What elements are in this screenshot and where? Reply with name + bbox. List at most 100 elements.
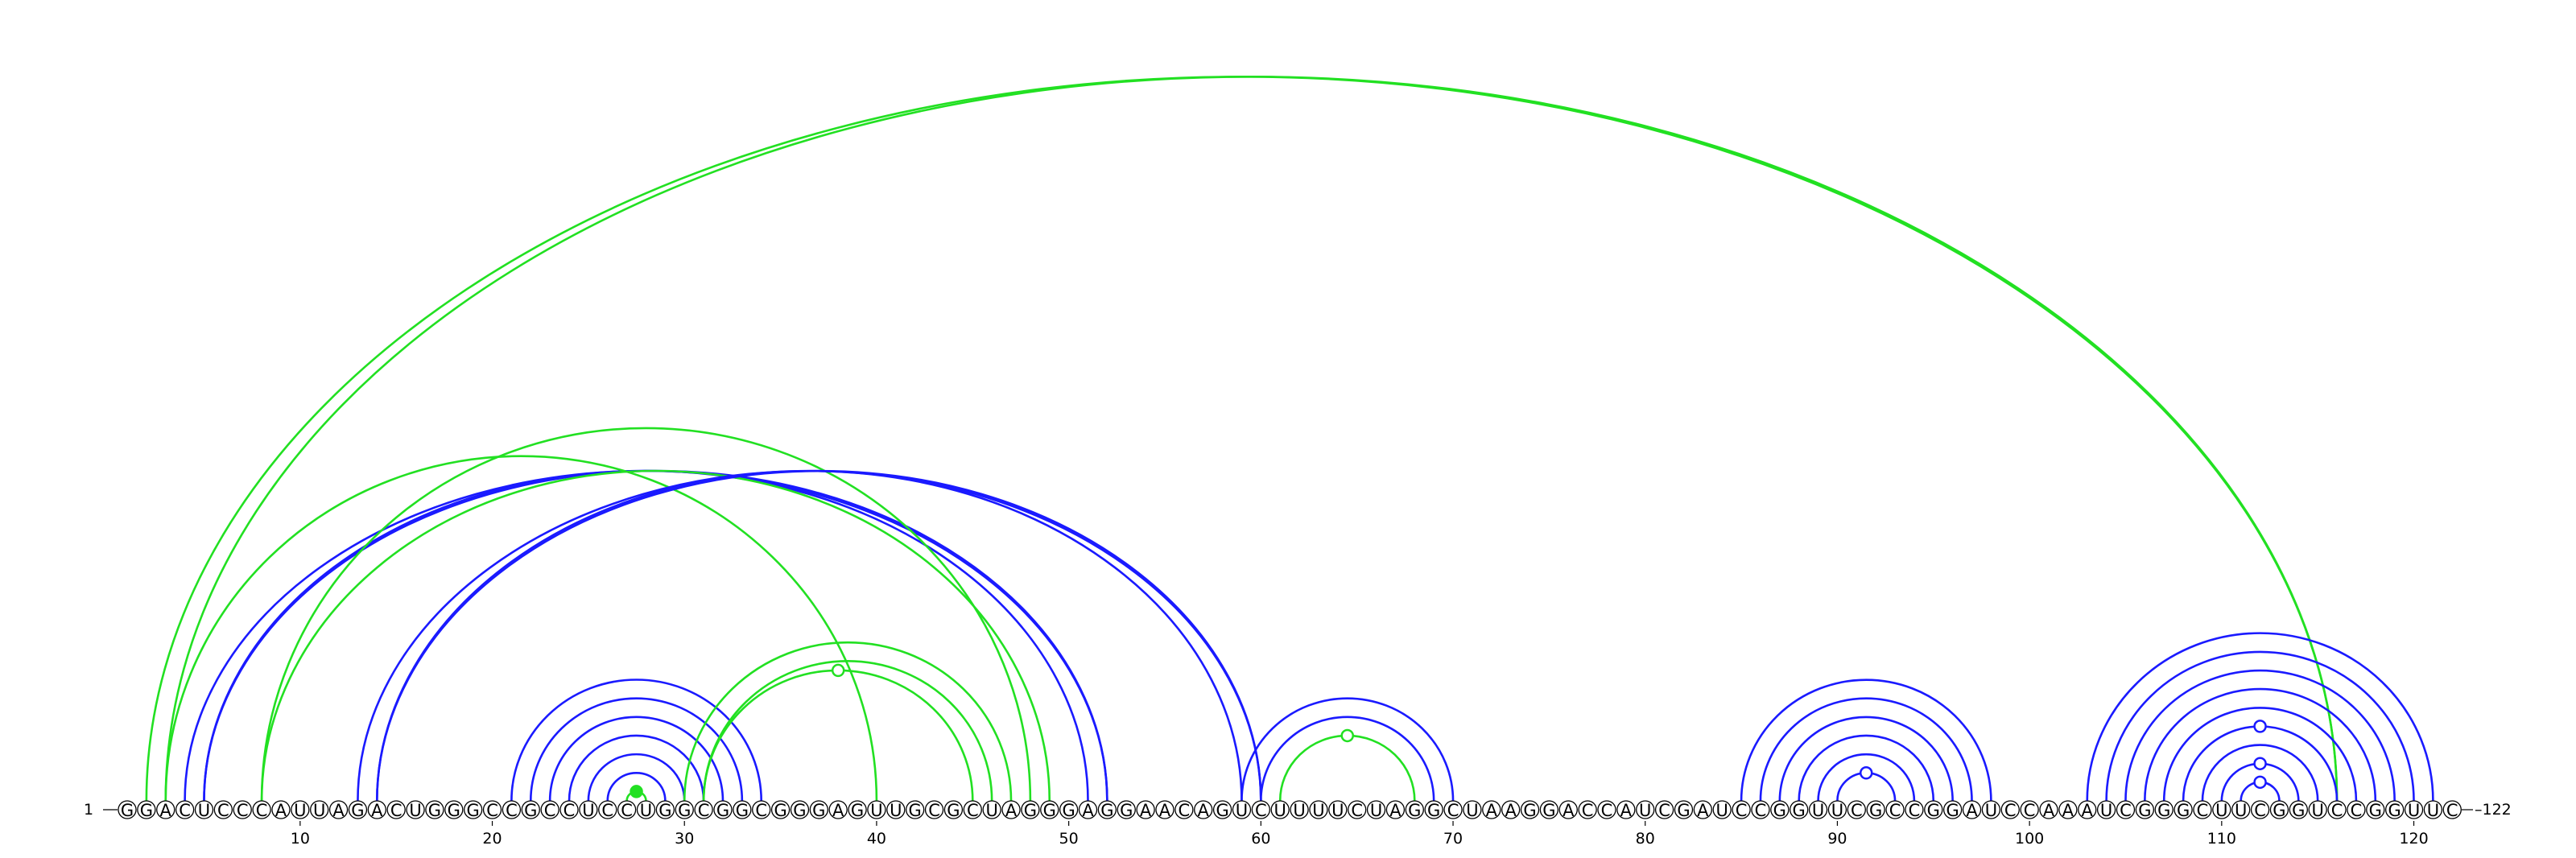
nucleotide-circle-80 — [1636, 800, 1655, 819]
arc-25-30 — [587, 753, 686, 802]
nucleotide-circle-11 — [310, 800, 329, 819]
nucleotide-label-64: U — [1331, 801, 1344, 820]
nucleotide-label-95: G — [1927, 801, 1940, 820]
nucleotide-label-111: U — [2235, 801, 2247, 820]
nucleotide-circle-13 — [348, 800, 368, 819]
nucleotide-label-37: G — [812, 801, 825, 820]
nucleotide-label-56: C — [1179, 801, 1191, 820]
nucleotide-circle-37 — [809, 800, 828, 819]
nucleotide-circle-24 — [559, 800, 579, 819]
nucleotide-label-71: U — [1466, 801, 1478, 820]
nucleotide-circle-87 — [1770, 800, 1790, 819]
nucleotide-label-36: G — [793, 801, 806, 820]
nucleotide-circle-96 — [1942, 800, 1963, 819]
nucleotide-label-91: C — [1851, 801, 1863, 820]
nucleotide-circle-109 — [2193, 800, 2212, 819]
nucleotide-circle-115 — [2308, 800, 2327, 819]
nucleotide-circle-60 — [1251, 800, 1270, 819]
nucleotide-label-107: G — [2157, 801, 2170, 820]
nucleotide-circle-20 — [482, 800, 502, 819]
nucleotide-label-120: U — [2408, 801, 2420, 820]
nucleotide-label-11: U — [313, 801, 325, 820]
nucleotide-label-93: C — [1889, 801, 1901, 820]
nucleotide-label-61: U — [1274, 801, 1286, 820]
nucleotide-label-41: U — [890, 801, 902, 820]
axis-tick-label-80: 80 — [1636, 830, 1655, 848]
nucleotide-circle-38 — [828, 800, 848, 819]
nucleotide-circle-76 — [1558, 800, 1578, 819]
nucleotide-label-17: G — [428, 801, 441, 820]
nucleotide-circle-85 — [1732, 800, 1751, 819]
nucleotide-circle-19 — [464, 800, 483, 819]
nucleotide-circle-14 — [367, 800, 386, 819]
nucleotide-label-76: A — [1563, 801, 1575, 820]
arc-26-29 — [606, 772, 667, 802]
nucleotide-circle-27 — [617, 800, 637, 819]
nucleotide-circle-61 — [1270, 800, 1290, 819]
nucleotide-circle-48 — [1021, 800, 1040, 819]
arc-87-96 — [1778, 716, 1954, 802]
nucleotide-circle-113 — [2269, 800, 2289, 819]
nucleotide-circle-75 — [1539, 800, 1559, 819]
arc-105-119 — [2124, 669, 2396, 802]
nucleotide-circle-93 — [1885, 800, 1905, 819]
nucleotide-label-21: C — [506, 801, 518, 820]
nucleotide-label-103: A — [2082, 801, 2094, 820]
nucleotide-label-118: G — [2369, 801, 2382, 820]
nucleotide-circle-120 — [2404, 800, 2424, 819]
nucleotide-circle-122 — [2442, 800, 2462, 819]
arc-24-31 — [568, 734, 705, 802]
nucleotide-label-30: G — [678, 801, 691, 820]
nucleotide-circle-6 — [213, 800, 233, 819]
nucleotide-label-10: U — [294, 801, 306, 820]
nucleotide-label-101: A — [2043, 801, 2055, 820]
nucleotide-circle-97 — [1962, 800, 1982, 819]
nucleotide-circle-82 — [1674, 800, 1694, 819]
nucleotide-label-98: U — [1985, 801, 1997, 820]
nucleotide-circle-102 — [2058, 800, 2078, 819]
nucleotide-label-1: G — [121, 801, 134, 820]
nucleotide-label-69: G — [1427, 801, 1440, 820]
nucleotide-circle-5 — [194, 800, 214, 819]
nucleotide-circle-18 — [444, 800, 464, 819]
nucleotide-circle-32 — [713, 800, 733, 819]
nucleotide-label-72: A — [1486, 801, 1498, 820]
nucleotide-circle-78 — [1597, 800, 1616, 819]
nucleotide-circle-49 — [1040, 800, 1059, 819]
axis-tick-label-110: 110 — [2207, 830, 2236, 848]
nucleotide-label-47: A — [1005, 801, 1018, 820]
nucleotide-circle-40 — [867, 800, 886, 819]
arc-3-116 — [166, 76, 2337, 801]
nucleotide-circle-98 — [1981, 800, 2001, 819]
nucleotide-label-28: U — [640, 801, 652, 820]
nucleotide-label-77: C — [1582, 801, 1594, 820]
nucleotide-circle-77 — [1578, 800, 1597, 819]
nucleotide-label-110: U — [2215, 801, 2227, 820]
nucleotide-label-89: U — [1812, 801, 1824, 820]
arc-61-68 — [1278, 734, 1416, 802]
nucleotide-label-97: A — [1966, 801, 1978, 820]
nucleotide-label-20: C — [486, 801, 498, 820]
nucleotide-label-92: G — [1869, 801, 1882, 820]
nucleotide-circle-116 — [2327, 800, 2347, 819]
arc-104-120 — [2105, 650, 2415, 802]
nucleotide-circle-10 — [291, 800, 310, 819]
nucleotide-label-83: A — [1697, 801, 1709, 820]
arc-88-95 — [1798, 734, 1935, 802]
nucleotide-label-29: G — [658, 801, 671, 820]
nucleotide-circle-99 — [2000, 800, 2020, 819]
nucleotide-circle-43 — [924, 800, 944, 819]
nucleotide-circle-72 — [1482, 800, 1501, 819]
nucleotide-circle-62 — [1290, 800, 1309, 819]
nucleotide-label-45: C — [967, 801, 979, 820]
nucleotide-label-113: G — [2273, 801, 2285, 820]
nucleotide-label-115: U — [2311, 801, 2323, 820]
nucleotide-circle-68 — [1405, 800, 1424, 819]
nucleotide-circle-21 — [502, 800, 522, 819]
nucleotide-circle-104 — [2096, 800, 2116, 819]
nucleotide-circle-8 — [252, 800, 271, 819]
axis-tick-label-50: 50 — [1059, 830, 1079, 848]
nucleotide-circle-56 — [1174, 800, 1194, 819]
